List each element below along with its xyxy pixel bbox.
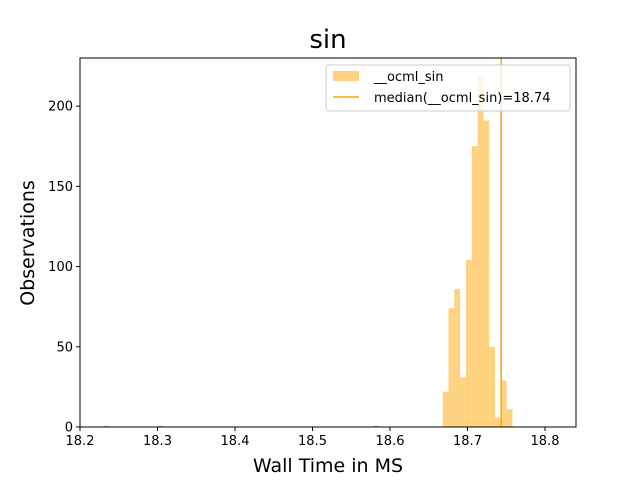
histogram-bars <box>103 75 513 427</box>
y-axis-label: Observations <box>17 180 39 306</box>
x-axis-ticks: 18.2 18.3 18.4 18.5 18.6 18.7 18.8 <box>66 427 560 449</box>
legend-label-median: median(__ocml_sin)=18.74 <box>374 91 550 106</box>
legend-swatch-histogram <box>333 71 359 81</box>
legend: __ocml_sin median(__ocml_sin)=18.74 <box>325 64 571 112</box>
histogram-bar <box>489 346 496 427</box>
x-axis-label: Wall Time in MS <box>253 455 403 477</box>
x-tick-label: 18.8 <box>531 434 560 449</box>
legend-label-histogram: __ocml_sin <box>373 70 444 85</box>
x-tick-label: 18.3 <box>143 434 172 449</box>
histogram-bar <box>483 120 490 427</box>
x-tick-label: 18.2 <box>66 434 95 449</box>
legend-box <box>325 64 571 112</box>
histogram-bar <box>500 380 507 427</box>
chart-title: sin <box>309 25 346 55</box>
y-axis-ticks: 0 50 100 150 200 <box>48 100 80 436</box>
histogram-bar <box>495 417 501 427</box>
histogram-bar <box>442 391 449 427</box>
histogram-bar <box>448 308 455 427</box>
x-tick-label: 18.4 <box>221 434 250 449</box>
histogram-bar <box>477 75 484 427</box>
y-tick-label: 50 <box>56 340 73 355</box>
y-tick-label: 200 <box>48 100 73 115</box>
histogram-bar <box>372 425 379 427</box>
y-tick-label: 100 <box>48 260 73 275</box>
histogram-bar <box>103 425 110 427</box>
histogram-bar <box>460 377 466 427</box>
histogram-bar <box>454 289 461 427</box>
y-tick-label: 0 <box>65 421 73 436</box>
histogram-bar <box>465 260 472 427</box>
histogram-bar <box>157 425 164 427</box>
histogram-bar <box>471 146 478 427</box>
y-tick-label: 150 <box>48 180 73 195</box>
plot-frame <box>79 57 577 428</box>
x-tick-label: 18.7 <box>453 434 482 449</box>
x-tick-label: 18.5 <box>298 434 327 449</box>
histogram-bar <box>506 409 513 427</box>
x-tick-label: 18.6 <box>376 434 405 449</box>
